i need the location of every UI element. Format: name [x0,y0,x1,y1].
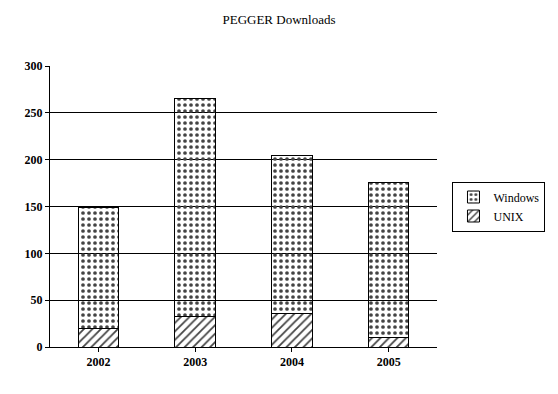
svg-text:PEGGER Downloads: PEGGER Downloads [222,12,335,27]
svg-text:2005: 2005 [377,355,401,369]
svg-text:150: 150 [25,200,43,214]
svg-text:250: 250 [25,106,43,120]
svg-text:0: 0 [37,340,43,354]
svg-text:UNIX: UNIX [493,210,523,224]
svg-text:2002: 2002 [86,355,110,369]
svg-text:200: 200 [25,153,43,167]
svg-text:300: 300 [25,59,43,73]
svg-text:50: 50 [31,293,43,307]
svg-text:Windows: Windows [493,191,539,205]
svg-text:2004: 2004 [280,355,304,369]
svg-text:100: 100 [25,247,43,261]
svg-text:2003: 2003 [183,355,207,369]
